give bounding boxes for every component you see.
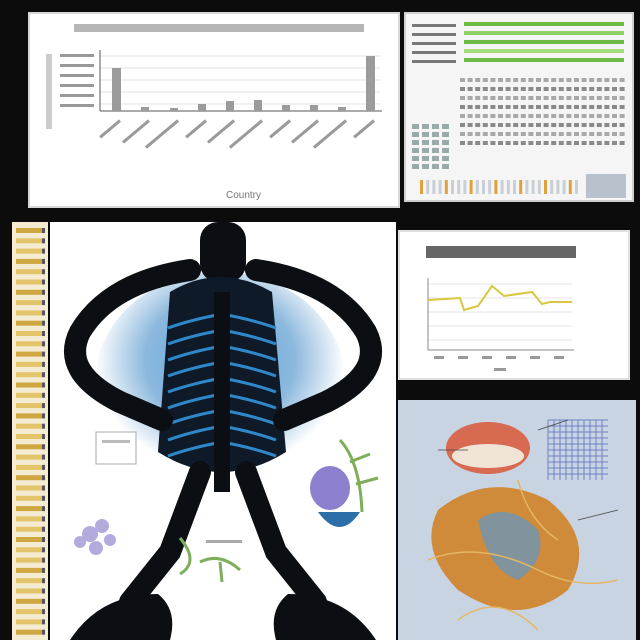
bars: [112, 56, 375, 111]
organ-illustration: [398, 400, 636, 640]
vessels: [427, 479, 619, 631]
line-x-ticks-illegible: [434, 356, 564, 371]
bar-7: [282, 105, 290, 111]
green-sprig: [178, 438, 379, 583]
line-chart: [426, 246, 576, 371]
left-foot: [70, 594, 173, 640]
row-labels-illegible: [412, 24, 456, 63]
orange-bars: [420, 174, 626, 198]
blue-organ: [318, 512, 360, 527]
bar-2: [141, 107, 149, 111]
anatomical-figure-panel: [50, 222, 396, 640]
data-table-panel: [404, 12, 634, 202]
right-leg: [235, 461, 327, 613]
purple-organ: [310, 466, 350, 510]
bar-1: [112, 68, 121, 111]
line-series: [427, 284, 572, 312]
table-rows-illegible: [412, 78, 625, 169]
bar-5: [226, 101, 234, 111]
blue-lattice: [547, 419, 608, 480]
data-table-graphic: [406, 14, 632, 200]
bar-8: [310, 105, 318, 111]
caption-illegible: [206, 540, 242, 543]
y-tick-labels-illegible: [60, 54, 94, 107]
neck-shape: [200, 222, 246, 282]
y-axis-label-illegible: [46, 54, 52, 129]
x-axis-label: Country: [226, 190, 262, 201]
bar-6: [254, 100, 262, 111]
annotation-lines: [438, 419, 619, 521]
bar-chart: [46, 24, 382, 149]
organ-illustration-panel: [398, 400, 636, 640]
bar-chart-panel: Country: [28, 12, 400, 208]
left-arm: [64, 259, 201, 431]
book-spine-strip: [12, 222, 48, 640]
bar-4: [198, 104, 206, 111]
inset-box: [95, 431, 137, 465]
bar-3: [170, 108, 178, 111]
lichen-illustration: [74, 519, 116, 555]
line-chart-title-illegible: [426, 246, 576, 258]
left-leg: [119, 461, 211, 613]
spine-graphic: [12, 222, 48, 640]
bar-9: [338, 107, 346, 111]
green-bars: [464, 22, 624, 62]
spine-shape: [214, 292, 230, 492]
gridlines: [100, 55, 380, 105]
line-chart-panel: [398, 230, 630, 380]
bar-10: [366, 56, 375, 111]
anatomical-figure: [64, 222, 382, 640]
chart-title-illegible: [74, 24, 364, 32]
right-foot: [273, 594, 376, 640]
x-tick-labels-illegible: [99, 119, 375, 149]
right-arm: [245, 259, 382, 431]
